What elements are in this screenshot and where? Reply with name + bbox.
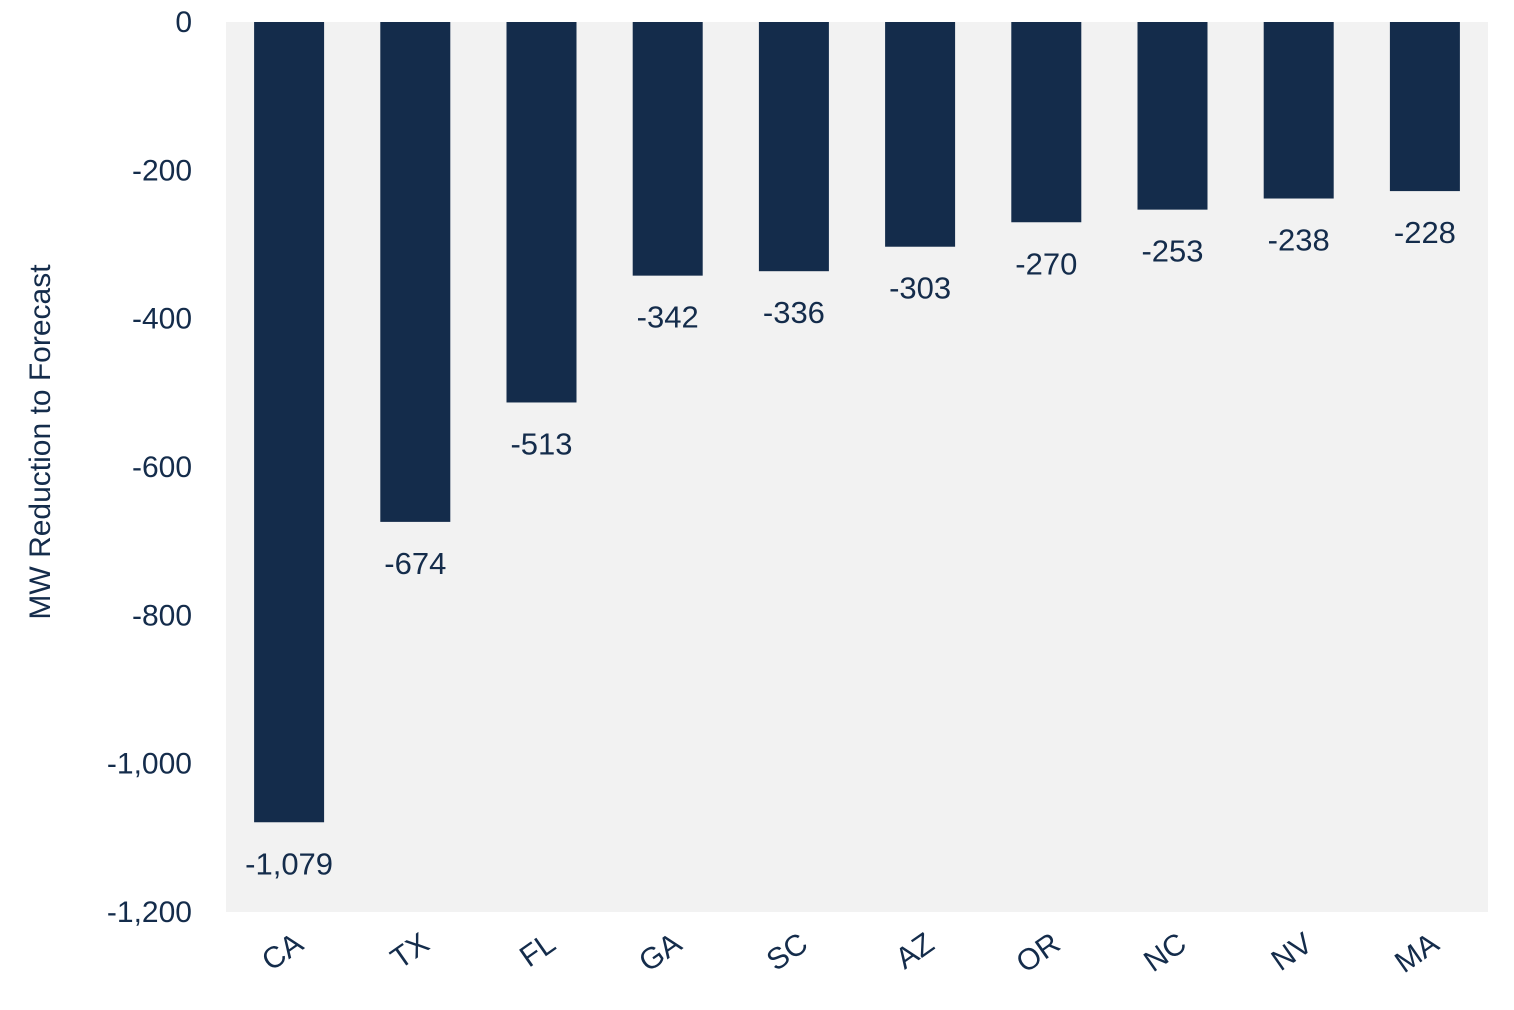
x-tick-label: MA [1389, 927, 1445, 980]
bar-or [1011, 22, 1082, 223]
y-tick-label: -600 [132, 451, 192, 484]
x-tick-label: AZ [890, 927, 940, 976]
y-tick-label: -1,200 [107, 896, 192, 929]
x-axis: CA TX FL GA SC AZ OR NC NV MA [256, 927, 1445, 980]
bars [254, 22, 1460, 823]
bar-nv [1263, 22, 1334, 199]
bar-az [885, 22, 956, 247]
x-tick-label: NV [1266, 927, 1319, 978]
data-label: -270 [1015, 246, 1077, 281]
bar-ca [254, 22, 325, 823]
data-label: -238 [1268, 223, 1330, 258]
bar-ma [1389, 22, 1460, 192]
bar-nc [1137, 22, 1208, 210]
data-label: -336 [763, 295, 825, 330]
x-tick-label: NC [1138, 927, 1192, 979]
y-tick-label: -1,000 [107, 748, 192, 781]
x-tick-label: SC [761, 927, 814, 978]
y-axis: 0 -200 -400 -600 -800 -1,000 -1,200 [107, 6, 192, 929]
y-tick-label: 0 [175, 6, 192, 39]
data-labels: -1,079 -674 -513 -342 -336 -303 -270 -253 -238 -2… [245, 215, 1456, 881]
y-tick-label: -400 [132, 303, 192, 336]
x-tick-label: TX [385, 927, 435, 976]
x-tick-label: CA [256, 927, 309, 978]
bar-tx [380, 22, 451, 522]
x-tick-label: OR [1011, 927, 1067, 980]
data-label: -303 [889, 271, 951, 306]
y-axis-title: MW Reduction to Forecast [24, 264, 57, 620]
bar-fl [506, 22, 577, 403]
x-tick-label: GA [633, 927, 687, 979]
data-label: -253 [1141, 234, 1203, 269]
bar-ga [632, 22, 703, 276]
x-tick-label: FL [514, 927, 562, 974]
data-label: -1,079 [245, 846, 333, 881]
data-label: -342 [637, 300, 699, 335]
y-tick-label: -200 [132, 154, 192, 187]
y-tick-label: -800 [132, 599, 192, 632]
data-label: -674 [384, 546, 446, 581]
data-label: -513 [510, 426, 572, 461]
bar-sc [758, 22, 829, 272]
data-label: -228 [1394, 215, 1456, 250]
